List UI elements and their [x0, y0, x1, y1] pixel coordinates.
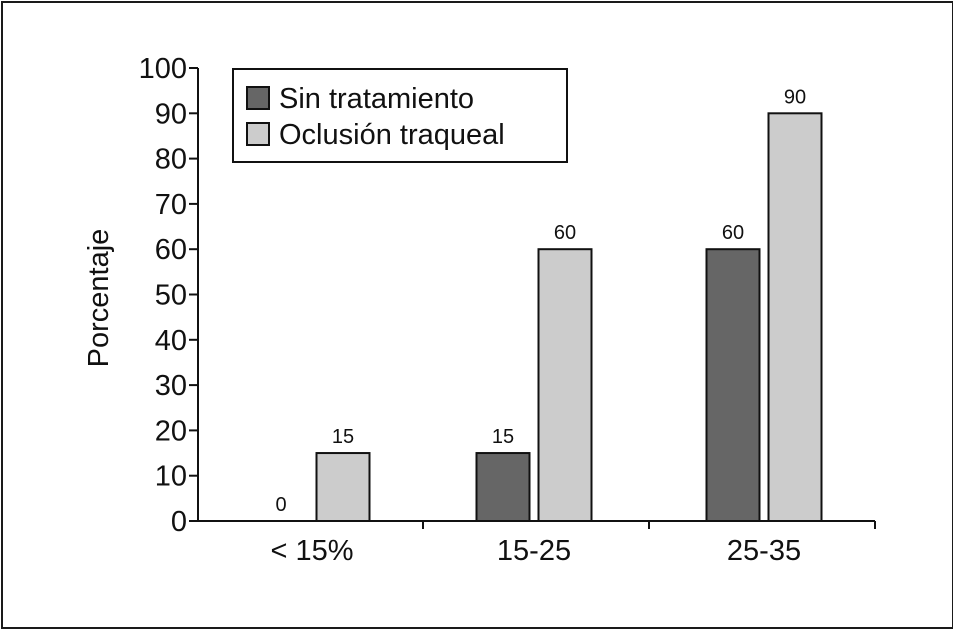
legend-swatch [246, 122, 270, 146]
bars: 0 15 60 15 60 90 [275, 86, 823, 523]
y-tick-label: 40 [155, 325, 187, 357]
legend-box [232, 68, 568, 163]
y-tick-label: 20 [155, 415, 187, 447]
bar-value-label: 15 [492, 426, 514, 448]
x-category-label: < 15% [270, 535, 353, 567]
bar-value-label: 60 [554, 222, 576, 244]
y-tick-label: 70 [155, 189, 187, 221]
x-category-label: 25-35 [727, 535, 801, 567]
bar [705, 248, 761, 522]
y-tick-label: 0 [171, 506, 187, 538]
bar [767, 112, 823, 523]
bar [475, 452, 531, 522]
y-tick-label: 90 [155, 98, 187, 130]
bar-value-label: 0 [275, 494, 286, 516]
legend: Sin tratamiento Oclusión traqueal [232, 68, 568, 163]
bar-value-label: 60 [722, 222, 744, 244]
y-tick-label: 10 [155, 461, 187, 493]
axes: 0 10 20 30 40 50 60 70 80 90 100 < 15% 15-25 25-35 [139, 53, 876, 567]
bar [537, 248, 593, 522]
bar-value-label: 15 [332, 426, 354, 448]
legend-label: Oclusión traqueal [279, 119, 505, 151]
x-category-label: 15-25 [497, 535, 571, 567]
y-tick-label: 30 [155, 370, 187, 402]
bar [315, 452, 371, 522]
legend-label: Sin tratamiento [279, 83, 474, 115]
bar-value-label: 90 [784, 86, 806, 108]
y-tick-label: 80 [155, 144, 187, 176]
y-tick-label: 50 [155, 280, 187, 312]
y-axis-title: Porcentaje [83, 229, 115, 368]
y-tick-label: 100 [139, 53, 187, 85]
legend-swatch [246, 86, 270, 110]
y-tick-label: 60 [155, 234, 187, 266]
